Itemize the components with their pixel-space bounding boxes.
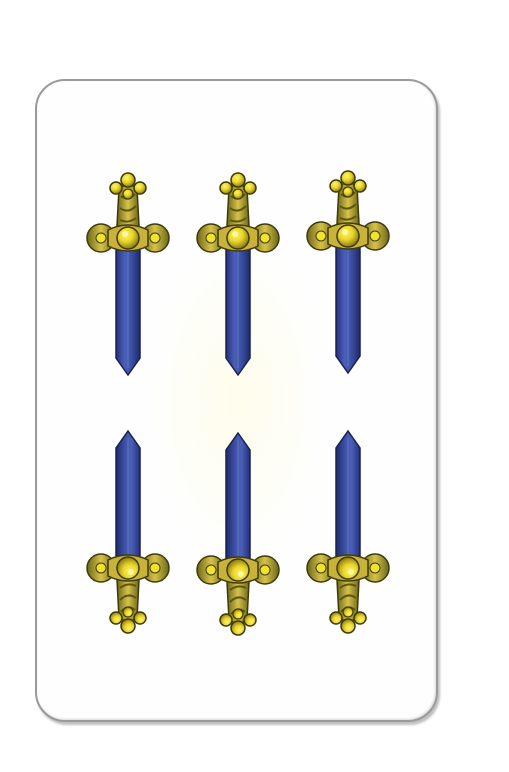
sword-bottom-center: [193, 430, 283, 640]
sword-top-right: [303, 166, 393, 376]
sword-bottom-left: [83, 428, 173, 638]
sword-bottom-right: [303, 428, 393, 638]
sword-top-left: [83, 168, 173, 378]
sword-top-center: [193, 168, 283, 378]
